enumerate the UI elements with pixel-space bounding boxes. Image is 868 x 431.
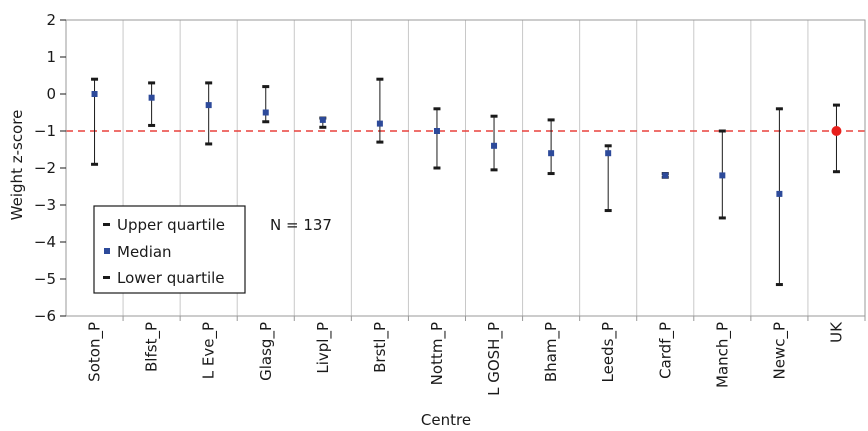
lower-quartile-mark-5 [376,140,384,144]
upper-quartile-mark-9 [604,144,612,148]
lower-quartile-mark-7 [490,168,498,172]
upper-quartile-mark-0 [91,77,99,81]
upper-quartile-mark-2 [205,81,213,85]
lower-quartile-mark-2 [205,142,213,146]
x-tick-label-1: Blfst_P [143,322,162,372]
legend: Upper quartile Median Lower quartile [93,205,246,294]
lower-quartile-mark-0 [91,162,99,166]
x-tick-label-3: Glasg_P [257,322,276,381]
upper-quartile-mark-8 [547,118,555,122]
lower-quartile-mark-12 [775,283,783,287]
y-tick-label-8: −6 [34,307,56,325]
legend-label-lower: Lower quartile [117,269,225,287]
legend-box [93,205,246,294]
median-mark-8 [548,150,555,157]
lower-quartile-mark-6 [433,166,441,170]
median-mark-5 [376,120,383,127]
median-mark-6 [433,128,440,134]
lower-quartile-mark-4 [319,125,327,129]
y-tick-label-3: −1 [34,122,56,140]
median-mark-12 [776,190,783,197]
legend-label-median: Median [117,243,172,261]
median-mark-2 [205,102,212,109]
upper-quartile-mark-11 [718,129,726,133]
x-tick-label-2: L Eve_P [200,322,219,379]
y-tick-label-5: −3 [34,196,56,214]
x-tick-label-13: UK [827,321,845,343]
y-tick-label-0: 2 [46,11,56,29]
upper-quartile-mark-3 [262,85,270,89]
legend-label-upper: Upper quartile [117,216,225,234]
x-axis: Soton_P Blfst_P L Eve_P Glasg_P Livpl_P Brstl… [86,316,866,396]
legend-marker-median [104,248,110,254]
median-mark-7 [491,142,498,149]
x-axis-label: Centre [421,411,471,429]
y-axis-label: Weight z-score [8,110,26,221]
y-axis: 2 1 0 −1 −2 −3 −4 −5 −6 [34,11,66,325]
upper-quartile-mark-1 [148,81,156,85]
lower-quartile-mark-8 [547,172,555,176]
lower-quartile-mark-13 [832,170,840,174]
x-tick-label-6: Nottm_P [428,322,447,385]
legend-marker-lower [103,276,110,279]
y-tick-label-2: 0 [46,85,56,103]
x-tick-label-7: L GOSH_P [485,322,504,396]
lower-quartile-mark-1 [148,123,156,127]
data-marks [91,77,842,287]
median-mark-13 [831,126,842,136]
median-mark-3 [262,109,269,116]
lower-quartile-mark-3 [262,120,270,124]
lower-quartile-mark-9 [604,209,612,213]
median-mark-4 [319,116,326,123]
x-tick-label-12: Newc_P [770,322,789,380]
y-tick-label-7: −5 [34,270,56,288]
sample-size-annotation: N = 137 [270,216,332,234]
x-tick-label-10: Cardf_P [656,322,675,379]
legend-marker-upper [103,223,110,226]
x-tick-label-4: Livpl_P [314,322,333,374]
median-mark-9 [605,150,612,157]
x-tick-label-5: Brstl_P [371,322,390,373]
grid-layer [122,20,809,316]
x-tick-label-11: Manch_P [713,322,732,388]
median-mark-11 [719,172,726,179]
lower-quartile-mark-11 [718,216,726,220]
upper-quartile-mark-12 [775,107,783,111]
median-mark-0 [91,91,98,97]
median-mark-1 [148,94,155,101]
upper-quartile-mark-13 [832,103,840,107]
x-tick-label-9: Leeds_P [599,322,618,382]
y-tick-label-6: −4 [34,233,56,251]
y-tick-label-4: −2 [34,159,56,177]
upper-quartile-mark-6 [433,107,441,111]
upper-quartile-mark-5 [376,77,384,81]
y-tick-label-1: 1 [46,48,56,66]
upper-quartile-mark-7 [490,114,498,118]
x-tick-label-8: Bham_P [542,322,561,382]
x-tick-label-0: Soton_P [86,322,105,382]
median-mark-10 [662,172,669,179]
